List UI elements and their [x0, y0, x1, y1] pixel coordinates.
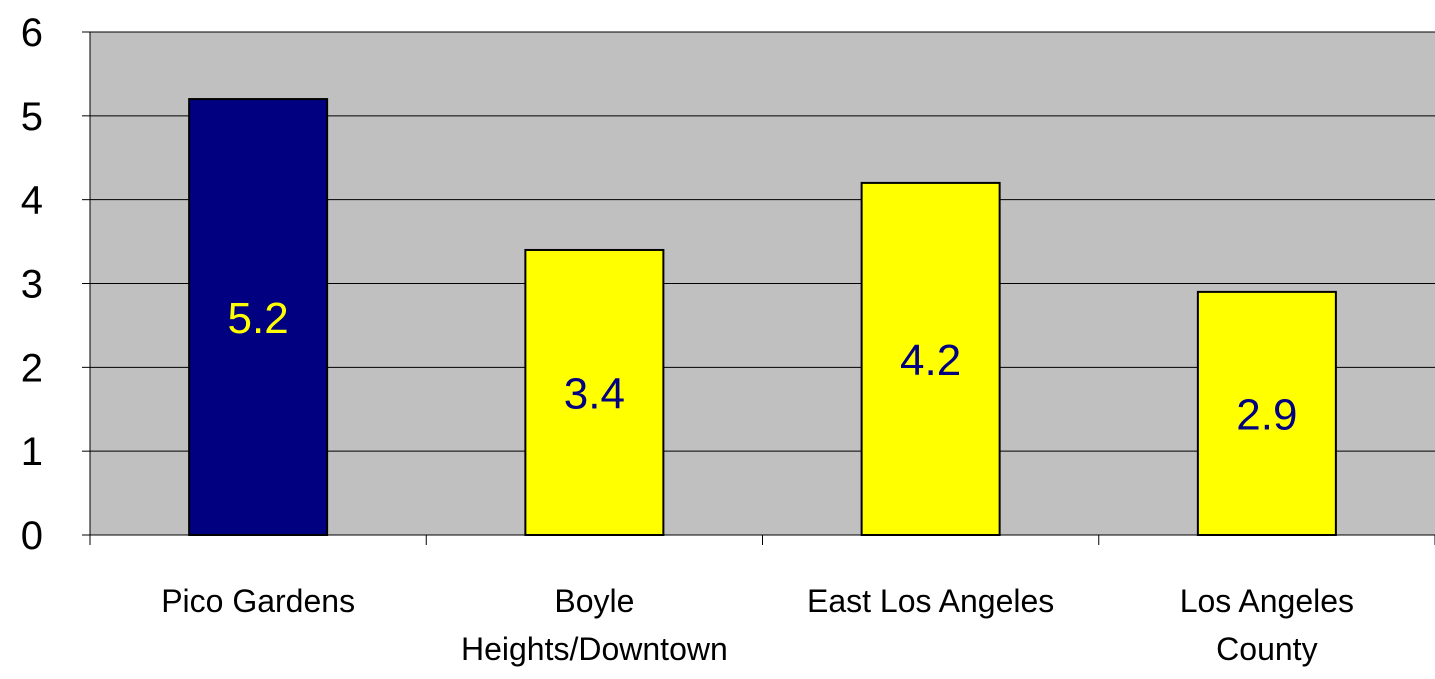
y-tick-label: 0	[21, 514, 43, 558]
data-label: 5.2	[228, 294, 289, 343]
axes	[82, 31, 1435, 545]
x-category-label: East Los Angeles	[807, 583, 1054, 619]
data-labels: 5.2 3.4 4.2 2.9	[228, 294, 1298, 439]
bar	[188, 98, 329, 536]
x-axis-labels: Pico Gardens Boyle Heights/Downtown East Lo…	[161, 583, 1354, 667]
data-label: 3.4	[564, 369, 625, 418]
x-category-label: Los Angeles County	[1180, 583, 1354, 667]
x-category-label: Pico Gardens	[161, 583, 355, 619]
y-tick-label: 5	[21, 95, 43, 139]
y-axis-ticks: 0 1 2 3 4 5 6	[21, 11, 43, 558]
y-tick-label: 1	[21, 430, 43, 474]
x-category-label: Boyle Heights/Downtown	[461, 583, 728, 667]
y-tick-label: 2	[21, 346, 43, 390]
y-tick-label: 6	[21, 11, 43, 55]
bars	[188, 98, 1337, 536]
y-tick-label: 3	[21, 263, 43, 307]
y-tick-label: 4	[21, 179, 43, 223]
data-label: 2.9	[1236, 390, 1297, 439]
data-label: 4.2	[900, 336, 961, 385]
